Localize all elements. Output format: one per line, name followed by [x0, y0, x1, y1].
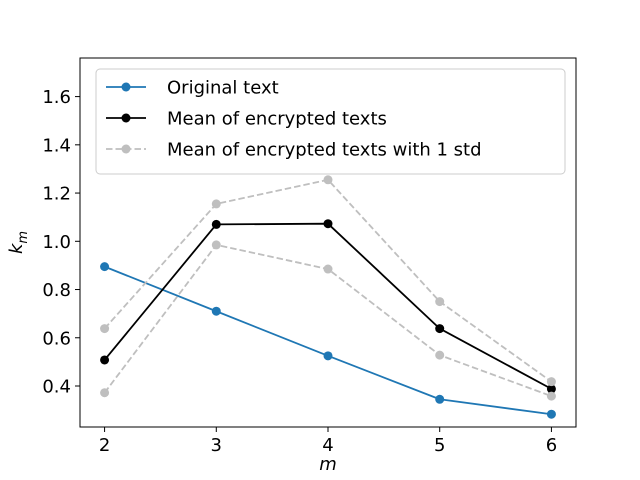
series-3	[100, 240, 556, 401]
data-point	[323, 351, 333, 361]
data-point	[100, 262, 110, 272]
x-tick-label: 3	[211, 435, 222, 456]
data-point	[211, 240, 221, 250]
legend-marker	[121, 144, 131, 154]
series-layer	[100, 175, 556, 419]
legend: Original text Mean of encrypted texts Mean…	[95, 68, 566, 175]
series-1	[100, 219, 556, 394]
x-axis-label: m	[319, 454, 337, 475]
data-point	[435, 394, 445, 404]
data-point	[211, 306, 221, 316]
data-point	[323, 219, 333, 229]
y-tick-label: 0.4	[42, 377, 71, 398]
y-axis-label: km	[6, 231, 31, 254]
data-point	[211, 199, 221, 209]
x-tick-label: 6	[546, 435, 557, 456]
legend-marker	[121, 113, 131, 123]
data-point	[323, 175, 333, 185]
data-point	[323, 264, 333, 274]
y-tick-label: 1.0	[42, 232, 71, 253]
x-tick-label: 4	[322, 435, 333, 456]
data-point	[100, 355, 110, 365]
legend-entry: Original text	[106, 78, 279, 99]
axes: 2 3 4 5 6 0.4 0.6 0.8 1.0 1.2 1.4 1.6 m km	[6, 57, 577, 475]
data-point	[435, 350, 445, 360]
legend-entry: Mean of encrypted texts	[106, 109, 387, 130]
data-point	[546, 391, 556, 401]
y-tick-label: 1.4	[42, 135, 71, 156]
y-tick-label: 0.8	[42, 280, 71, 301]
data-point	[546, 409, 556, 419]
data-point	[546, 384, 556, 394]
y-tick-label: 0.6	[42, 328, 71, 349]
y-tick-label: 1.2	[42, 184, 71, 205]
legend-marker	[121, 82, 131, 92]
legend-label: Mean of encrypted texts	[167, 109, 387, 130]
legend-label: Mean of encrypted texts with 1 std	[167, 140, 482, 161]
legend-entry: Mean of encrypted texts with 1 std	[106, 140, 482, 161]
series-line	[103, 222, 552, 390]
data-point	[211, 219, 221, 229]
series-0	[100, 262, 556, 419]
series-2	[100, 175, 556, 387]
legend-label: Original text	[167, 78, 279, 99]
data-point	[435, 297, 445, 307]
data-point	[435, 324, 445, 334]
y-tick-label: 1.6	[42, 87, 71, 108]
data-point	[100, 388, 110, 398]
data-point	[100, 324, 110, 334]
legend-box	[95, 68, 566, 175]
x-tick-label: 2	[99, 435, 110, 456]
data-point	[546, 377, 556, 387]
x-tick-label: 5	[434, 435, 445, 456]
series-line	[104, 265, 552, 416]
